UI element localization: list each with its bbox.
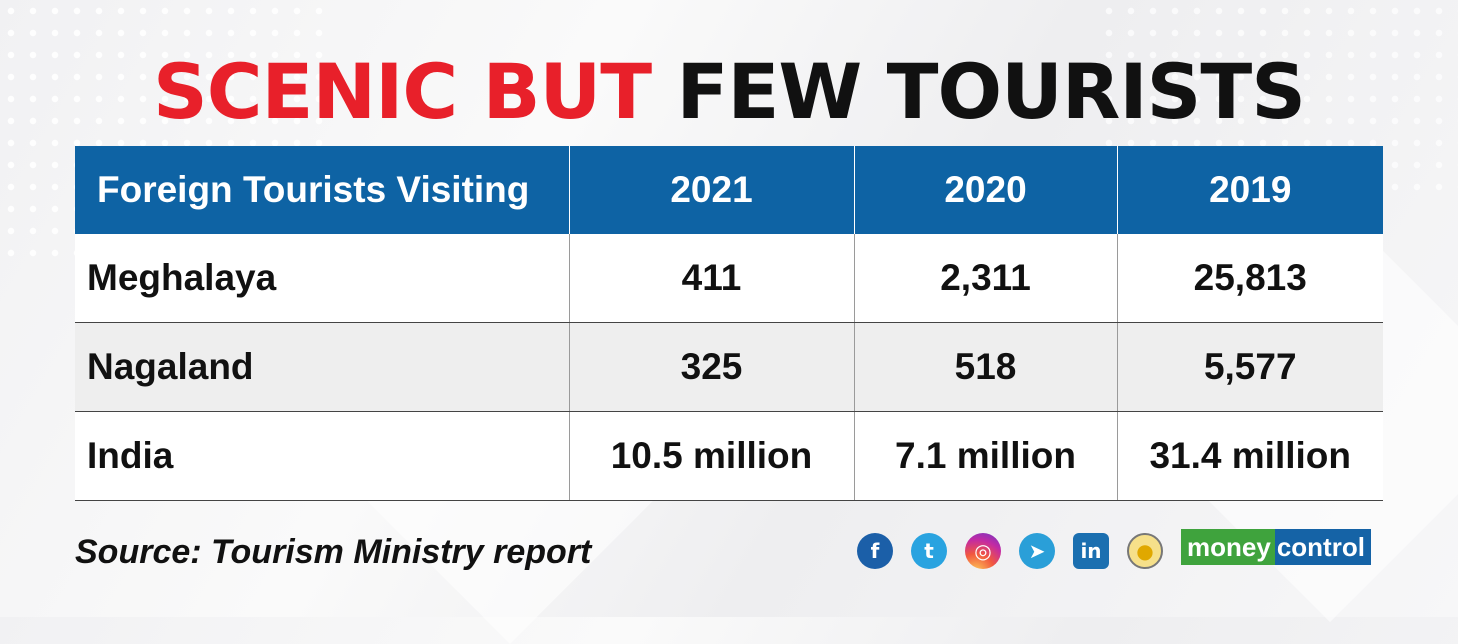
table-cell: 25,813	[1116, 234, 1383, 323]
row-label: India	[75, 411, 569, 501]
title-highlight: SCENIC BUT	[153, 47, 652, 136]
data-table: Foreign Tourists Visiting 2021 2020 2019…	[75, 146, 1383, 501]
page-title: SCENIC BUT FEW TOURISTS	[0, 42, 1458, 142]
koo-icon[interactable]: ●	[1127, 533, 1163, 569]
social-icons: f t ◎ ➤ in ●	[857, 533, 1163, 569]
column-header: 2021	[568, 146, 854, 234]
table-cell: 411	[568, 234, 854, 323]
column-header: Foreign Tourists Visiting	[75, 146, 569, 234]
table-row: Meghalaya 411 2,311 25,813	[75, 234, 1383, 323]
table-cell: 31.4 million	[1116, 411, 1383, 501]
column-header: 2020	[853, 146, 1117, 234]
table-cell: 5,577	[1116, 322, 1383, 412]
row-label: Meghalaya	[75, 234, 569, 323]
source-note: Source: Tourism Ministry report	[75, 533, 592, 571]
telegram-icon[interactable]: ➤	[1019, 533, 1055, 569]
title-rest: FEW TOURISTS	[676, 47, 1306, 136]
logo-part-control: control	[1274, 529, 1371, 565]
table-header-row: Foreign Tourists Visiting 2021 2020 2019	[75, 146, 1383, 234]
instagram-icon[interactable]: ◎	[965, 533, 1001, 569]
logo-part-money: money	[1181, 529, 1275, 565]
table-cell: 2,311	[853, 234, 1117, 323]
table-cell: 518	[853, 322, 1117, 412]
table-cell: 7.1 million	[853, 411, 1117, 501]
column-header: 2019	[1116, 146, 1383, 234]
table-row: Nagaland 325 518 5,577	[75, 322, 1383, 412]
facebook-icon[interactable]: f	[857, 533, 893, 569]
twitter-icon[interactable]: t	[911, 533, 947, 569]
table-cell: 10.5 million	[568, 411, 854, 501]
moneycontrol-logo: money control	[1181, 529, 1371, 565]
linkedin-icon[interactable]: in	[1073, 533, 1109, 569]
table-row: India 10.5 million 7.1 million 31.4 mill…	[75, 411, 1383, 501]
row-label: Nagaland	[75, 322, 569, 412]
table-cell: 325	[568, 322, 854, 412]
